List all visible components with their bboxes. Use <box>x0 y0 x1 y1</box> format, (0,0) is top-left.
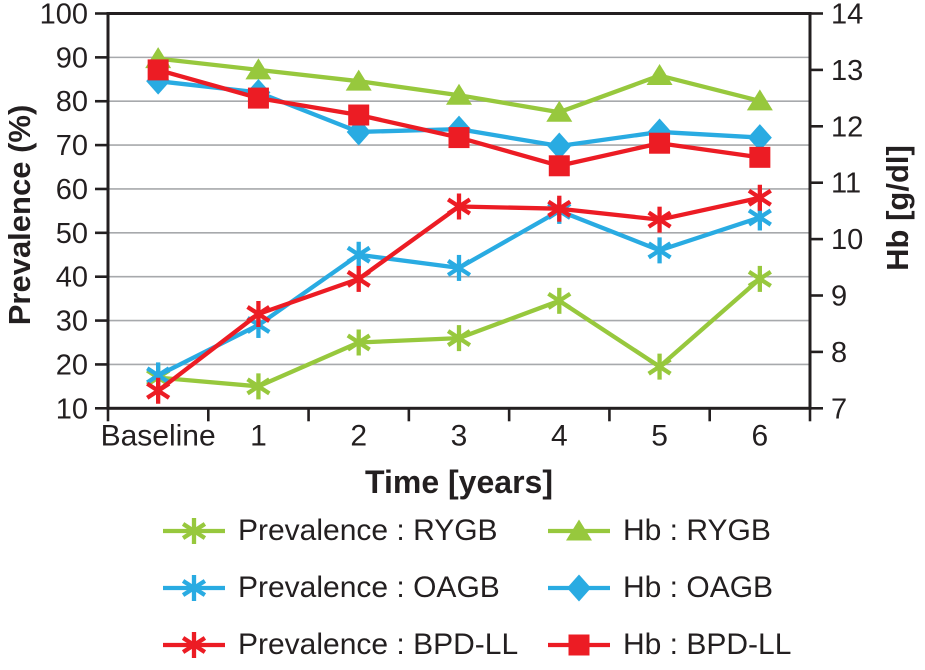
asterisk-marker-icon <box>747 184 772 211</box>
plot-border <box>106 12 812 410</box>
series-hb-bpd-ll <box>147 59 771 177</box>
asterisk-marker-icon <box>747 265 772 292</box>
left-tick-label: 80 <box>56 86 88 118</box>
left-tick-label: 30 <box>56 306 88 338</box>
square-marker-icon <box>649 132 671 154</box>
square-marker-icon <box>247 87 269 109</box>
legend-item-prevalence-oagb: Prevalence : OAGB <box>163 563 548 613</box>
x-tick-label: 5 <box>651 419 668 452</box>
legend-marker-prevalence-oagb-asterisk-icon <box>163 575 225 601</box>
right-tick-label: 14 <box>831 0 863 31</box>
triangle-marker-icon <box>566 519 592 541</box>
asterisk-marker-icon <box>246 373 271 400</box>
legend-item-hb-rygb: Hb : RYGB <box>548 506 791 556</box>
x-axis-title: Time [years] <box>365 464 553 500</box>
asterisk-marker-icon <box>446 193 472 220</box>
legend-item-hb-bpd-ll: Hb : BPD-LL <box>548 620 791 670</box>
asterisk-marker-icon <box>346 241 371 268</box>
left-axis-title: Prevalence (%) <box>2 104 37 326</box>
square-marker-icon <box>348 104 370 126</box>
left-tick-label: 40 <box>56 262 88 294</box>
legend-marker-hb-bpd-ll-square-icon <box>548 634 610 656</box>
legend-item-prevalence-bpd-ll: Prevalence : BPD-LL <box>163 620 548 670</box>
right-tick-label: 7 <box>831 393 847 425</box>
right-axis-title: Hb [g/dl] <box>880 145 915 271</box>
right-tick-label: 9 <box>831 281 847 313</box>
asterisk-marker-icon <box>346 329 371 356</box>
legend-marker-hb-oagb-diamond-icon <box>548 574 610 602</box>
left-tick-label: 100 <box>40 0 88 31</box>
triangle-marker-icon <box>345 69 372 91</box>
legend-label: Prevalence : OAGB <box>238 571 500 604</box>
x-tick-label: 2 <box>350 419 367 452</box>
square-marker-icon <box>548 155 570 177</box>
left-tick-label: 50 <box>56 218 88 250</box>
triangle-marker-icon <box>746 89 773 111</box>
asterisk-marker-icon <box>647 237 672 264</box>
triangle-marker-icon <box>446 83 472 105</box>
diamond-marker-icon <box>567 574 591 602</box>
square-marker-icon <box>568 634 590 656</box>
series-hb-rygb <box>145 47 773 122</box>
asterisk-marker-icon <box>647 206 672 233</box>
asterisk-marker-icon <box>446 254 472 281</box>
chart-legend: Prevalence : RYGB Hb : RYGB Prevalence :… <box>163 506 791 670</box>
left-tick-label: 70 <box>56 130 88 162</box>
asterisk-marker-icon <box>181 575 207 601</box>
asterisk-marker-icon <box>547 195 572 222</box>
legend-label: Prevalence : BPD-LL <box>238 628 519 661</box>
diamond-marker-icon <box>747 124 772 152</box>
legend-marker-prevalence-bpd-ll-asterisk-icon <box>163 632 225 658</box>
x-tick-label: 3 <box>451 419 468 452</box>
right-tick-label: 10 <box>831 224 863 256</box>
x-tick-label: Baseline <box>101 419 216 452</box>
asterisk-marker-icon <box>346 265 371 292</box>
diamond-marker-icon <box>547 132 572 160</box>
triangle-marker-icon <box>546 100 573 122</box>
legend-label: Hb : OAGB <box>623 571 774 604</box>
right-tick-label: 13 <box>831 55 863 87</box>
asterisk-marker-icon <box>246 300 271 327</box>
left-tick-label: 10 <box>56 393 88 425</box>
asterisk-marker-icon <box>547 287 572 314</box>
square-marker-icon <box>749 146 771 168</box>
right-tick-label: 12 <box>831 111 863 143</box>
square-marker-icon <box>147 59 169 81</box>
left-tick-label: 20 <box>56 349 88 381</box>
square-marker-icon <box>448 127 470 149</box>
right-tick-label: 11 <box>831 168 861 200</box>
series-prevalence-bpd-ll <box>146 184 772 404</box>
x-tick-label: 1 <box>250 419 267 452</box>
triangle-marker-icon <box>646 64 673 86</box>
legend-label: Prevalence : RYGB <box>238 514 498 547</box>
triangle-marker-icon <box>245 58 272 80</box>
left-tick-label: 60 <box>56 174 88 206</box>
legend-marker-hb-rygb-triangle-icon <box>548 519 610 541</box>
legend-item-hb-oagb: Hb : OAGB <box>548 563 791 613</box>
asterisk-marker-icon <box>181 632 207 658</box>
asterisk-marker-icon <box>446 325 472 352</box>
asterisk-marker-icon <box>146 377 171 404</box>
asterisk-marker-icon <box>647 353 672 380</box>
legend-label: Hb : RYGB <box>623 514 771 547</box>
x-tick-label: 6 <box>752 419 769 452</box>
series-prevalence-oagb <box>146 197 772 389</box>
x-tick-label: 4 <box>551 419 568 452</box>
chart-canvas: 1009080706050403020101413121110987Baseli… <box>40 0 864 452</box>
legend-item-prevalence-rygb: Prevalence : RYGB <box>163 506 548 556</box>
right-tick-label: 8 <box>831 337 847 369</box>
legend-marker-prevalence-rygb-asterisk-icon <box>163 518 225 544</box>
legend-label: Hb : BPD-LL <box>623 628 792 661</box>
asterisk-marker-icon <box>181 518 207 544</box>
left-tick-label: 90 <box>56 42 88 74</box>
